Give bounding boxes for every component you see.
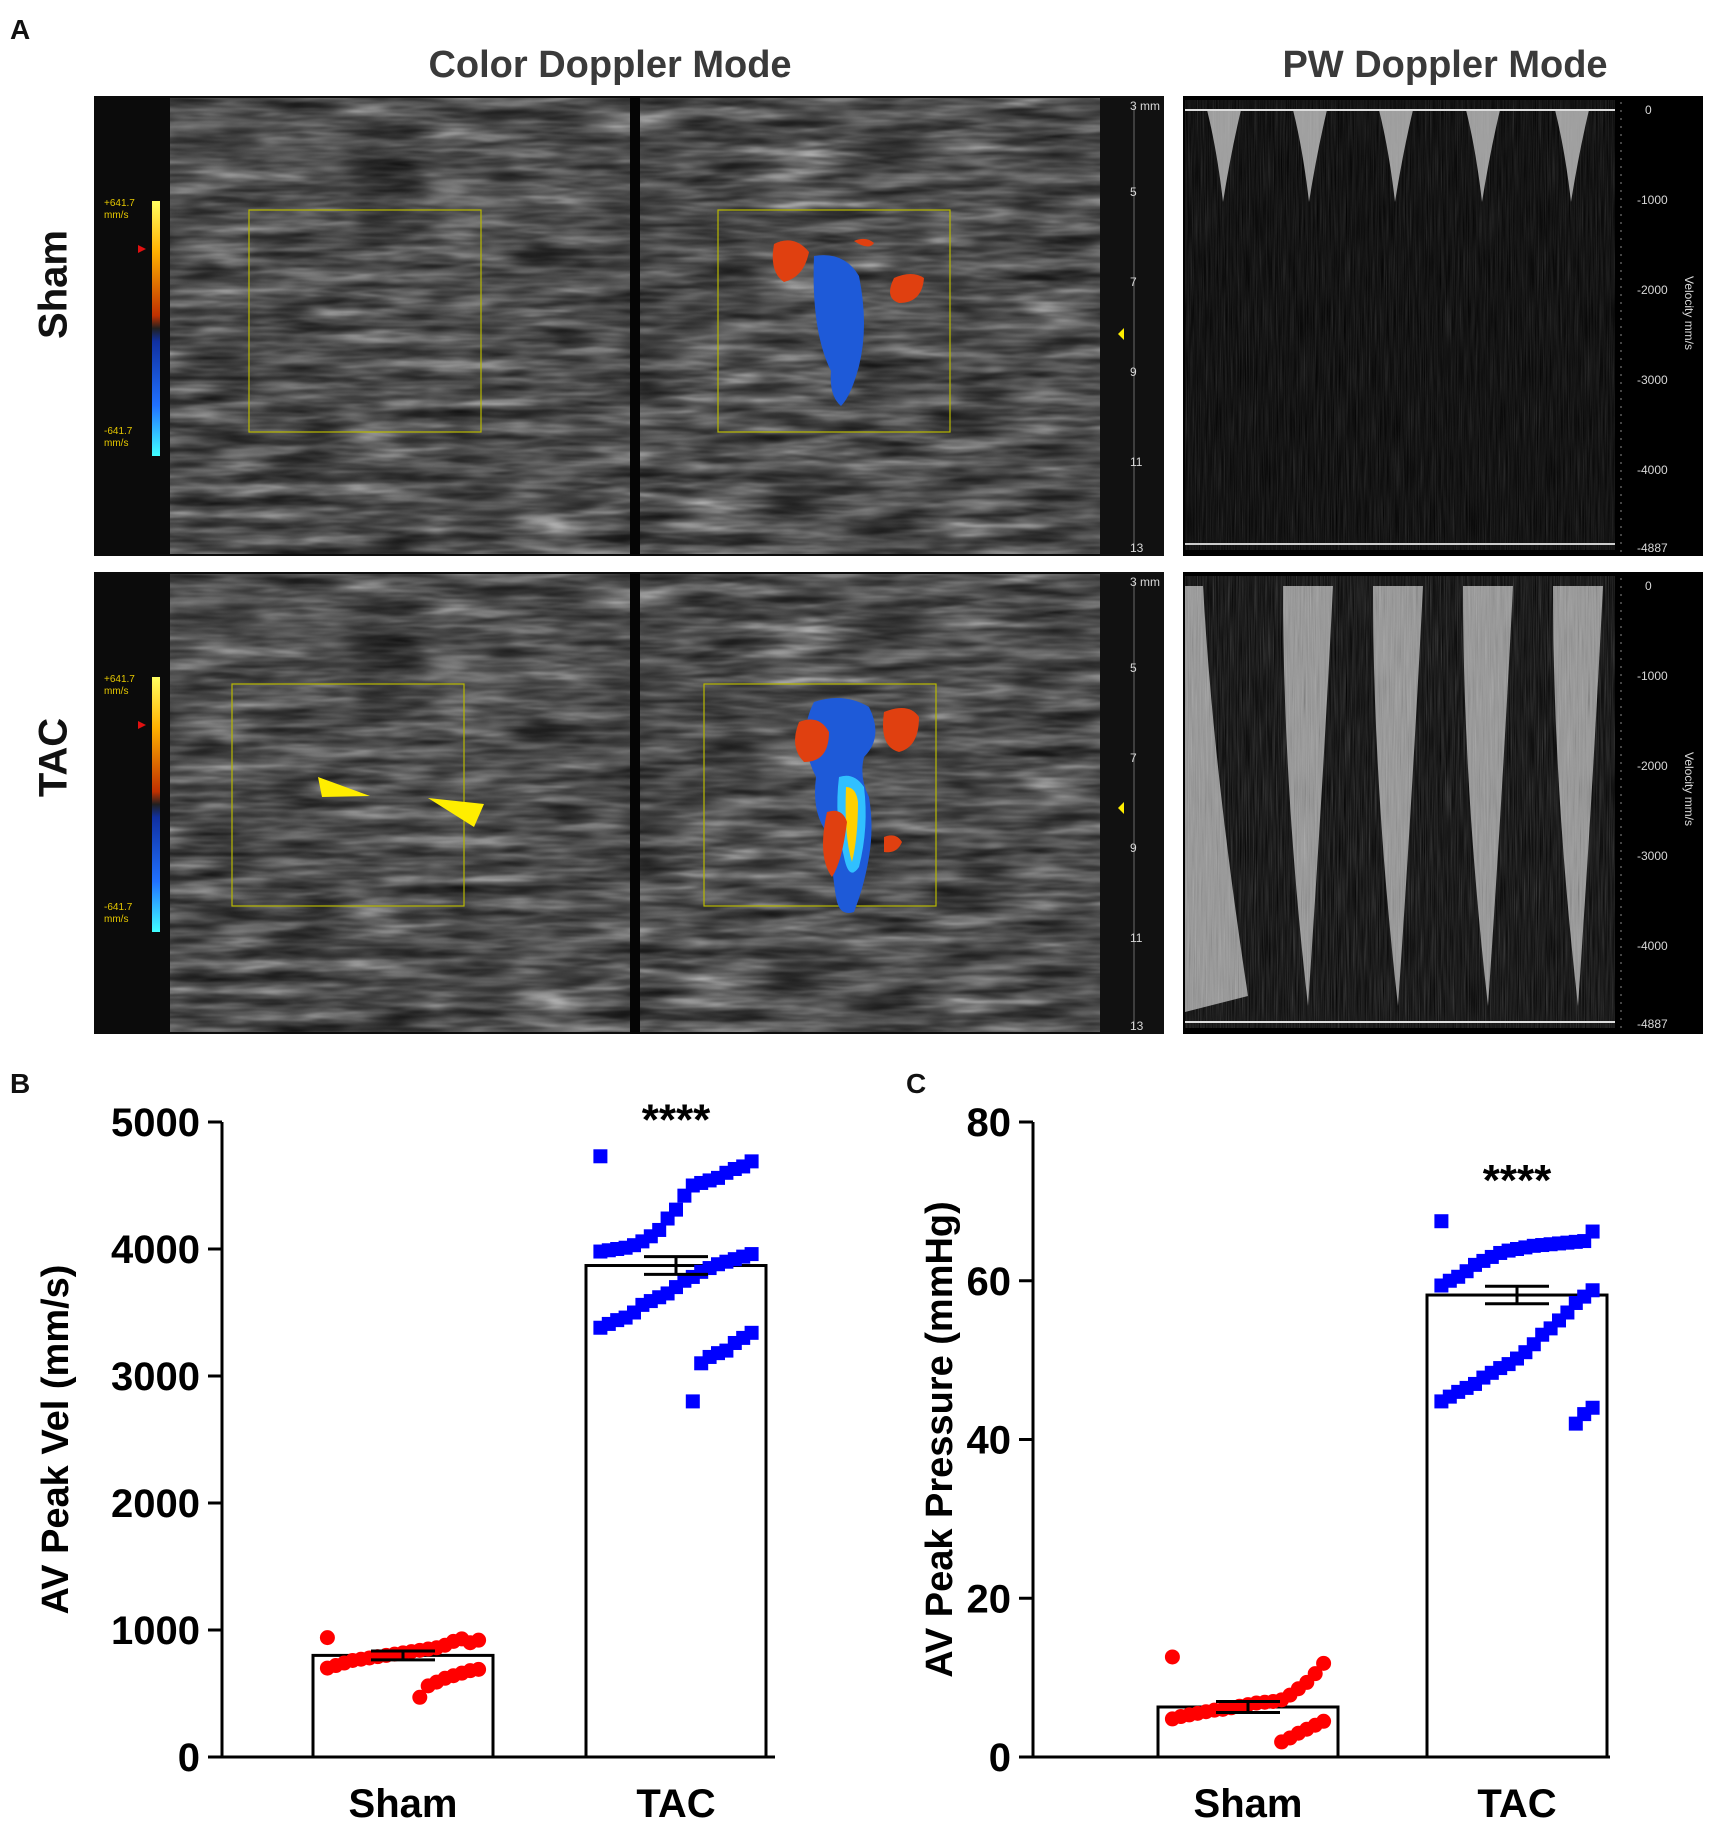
data-point-tac [685,1394,700,1409]
x-tick-label: Sham [349,1782,458,1826]
data-point-tac [1568,1416,1583,1431]
y-tick-label: 5000 [111,1101,200,1145]
x-tick-label: TAC [1477,1782,1556,1826]
row-label-tac: TAC [31,717,76,798]
depth-tick: 5 [1130,661,1137,675]
data-point-tac [1434,1214,1449,1229]
depth-tick: 13 [1130,541,1144,555]
depth-tick: 5 [1130,185,1137,199]
depth-tick: 13 [1130,1019,1144,1033]
colorbar-unit-top: mm/s [104,210,128,221]
depth-top-label: 3 mm [1130,575,1160,589]
colorbar-bottom-label: -641.7 [104,902,133,913]
data-point-tac [694,1356,709,1371]
velocity-tick: -2000 [1637,283,1668,297]
pw-doppler-title: PW Doppler Mode [1282,44,1608,86]
y-tick-label: 4000 [111,1228,200,1272]
y-tick-label: 80 [967,1101,1012,1145]
data-point-tac [593,1320,608,1335]
colorbar-top-label: +641.7 [104,674,135,685]
data-point-sham [1316,1655,1332,1671]
velocity-tick: -3000 [1637,373,1668,387]
data-point-sham [420,1678,436,1694]
y-tick-label: 3000 [111,1355,200,1399]
significance-stars: **** [642,1095,711,1144]
bar-tac [1425,1293,1609,1759]
y-tick-label: 40 [967,1419,1012,1463]
colorbar-unit-bottom: mm/s [104,438,128,449]
data-point-tac [1434,1278,1449,1293]
velocity-axis-label: Velocity mm/s [1682,752,1696,826]
colorbar-bottom-label: -641.7 [104,426,133,437]
y-tick-label: 0 [178,1736,200,1780]
data-point-sham [319,1630,335,1646]
data-point-tac [677,1188,692,1203]
y-tick-label: 60 [967,1260,1012,1304]
tac-color-doppler-image: +641.7 mm/s -641.7 mm/s 3 mm 5 7 9 11 13 [94,572,1164,1034]
panel-label-a: A [10,14,31,45]
velocity-tick: -2000 [1637,759,1668,773]
y-axis-label: AV Peak Vel (mm/s) [35,1265,77,1615]
sham-pw-doppler-image: 0 -1000 -2000 -3000 -4000 -4887 Velocity… [1183,96,1703,556]
depth-tick: 7 [1130,751,1137,765]
data-point-tac [660,1211,675,1226]
depth-tick: 7 [1130,275,1137,289]
y-tick-label: 20 [967,1577,1012,1621]
velocity-tick: -4887 [1637,1017,1668,1031]
data-point-sham [319,1660,335,1676]
significance-stars: **** [1483,1156,1552,1205]
velocity-tick: -4887 [1637,541,1668,555]
sham-color-doppler-image: +641.7 mm/s -641.7 mm/s 3 mm 5 7 9 11 13 [94,96,1164,556]
colorbar-unit-top: mm/s [104,686,128,697]
colorbar-top-label: +641.7 [104,198,135,209]
stenosis-arrow-right [428,798,484,827]
depth-tick: 11 [1130,455,1143,469]
panel-label-b: B [10,1068,31,1099]
depth-tick: 11 [1130,931,1143,945]
y-tick-label: 2000 [111,1482,200,1526]
tac-pw-doppler-image: 0 -1000 -2000 -3000 -4000 -4887 Velocity… [1183,572,1703,1034]
color-doppler-title: Color Doppler Mode [428,44,792,86]
chart-c: 0 20 40 60 80 AV Peak Pressure (mmHg) Sham TAC *… [900,1090,1717,1829]
row-label-sham: Sham [31,230,76,339]
colorbar-unit-bottom: mm/s [104,914,128,925]
y-tick-label: 1000 [111,1609,200,1653]
data-point-tac [593,1149,608,1164]
velocity-tick: 0 [1645,103,1652,117]
panel-label-c: C [906,1068,927,1099]
stenosis-arrow-left [318,777,370,797]
velocity-tick: -1000 [1637,193,1668,207]
data-point-sham [1164,1649,1180,1665]
data-point-sham [1164,1711,1180,1727]
data-point-sham [1274,1734,1290,1750]
velocity-tick: -3000 [1637,849,1668,863]
data-point-tac [1434,1394,1449,1409]
data-point-tac [593,1244,608,1259]
velocity-tick: -4000 [1637,939,1668,953]
velocity-tick: -4000 [1637,463,1668,477]
y-tick-label: 0 [989,1736,1011,1780]
chart-b: 0 1000 2000 3000 4000 5000 AV Peak Vel (mm/s) S… [0,1090,860,1829]
x-tick-label: TAC [636,1782,715,1826]
velocity-tick: 0 [1645,579,1652,593]
depth-tick: 9 [1130,365,1137,379]
x-tick-label: Sham [1194,1782,1303,1826]
depth-tick: 9 [1130,841,1137,855]
y-axis-label: AV Peak Pressure (mmHg) [919,1201,961,1678]
velocity-tick: -1000 [1637,669,1668,683]
depth-top-label: 3 mm [1130,99,1160,113]
velocity-axis-label: Velocity mm/s [1682,276,1696,350]
data-point-sham [412,1689,428,1705]
